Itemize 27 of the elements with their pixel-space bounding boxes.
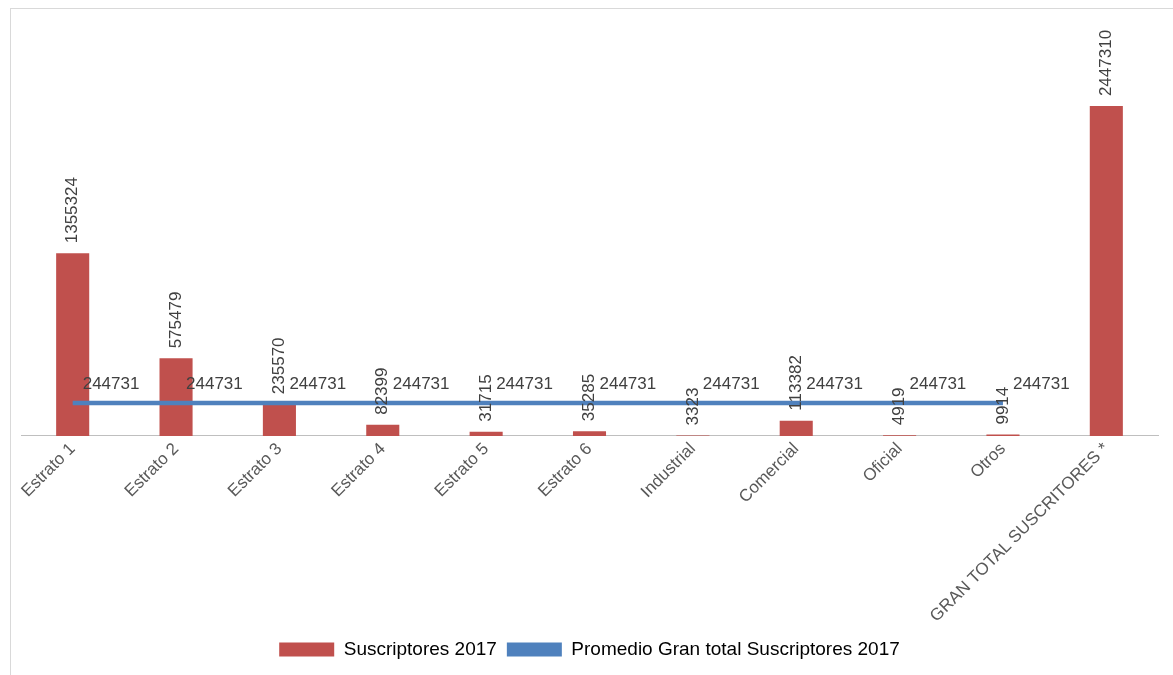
data-label: 9914 xyxy=(992,386,1012,425)
data-label: 113382 xyxy=(785,355,805,411)
data-label: 4919 xyxy=(889,387,909,426)
data-label: 244731 xyxy=(496,374,553,394)
data-label: 31715 xyxy=(475,374,495,422)
bar xyxy=(262,404,296,436)
bar xyxy=(572,431,607,436)
bar xyxy=(469,431,503,436)
bar xyxy=(1089,106,1123,436)
legend-label: Promedio Gran total Suscriptores 2017 xyxy=(571,637,900,659)
data-label: 244731 xyxy=(909,374,967,394)
legend-label: Suscriptores 2017 xyxy=(343,637,497,659)
bar xyxy=(366,424,400,436)
data-label: 82399 xyxy=(372,367,392,415)
data-label: 244731 xyxy=(289,374,347,394)
data-label: 35285 xyxy=(579,373,599,422)
data-label: 575479 xyxy=(165,291,185,349)
data-label: 235570 xyxy=(269,337,289,395)
data-label: 3323 xyxy=(682,387,702,426)
data-label: 244731 xyxy=(1012,374,1070,394)
data-label: 2447310 xyxy=(1096,29,1116,97)
data-label: 244731 xyxy=(806,374,863,394)
data-label: 244731 xyxy=(599,374,657,394)
data-label: 244731 xyxy=(702,374,760,394)
data-label: 244731 xyxy=(392,374,450,394)
bar xyxy=(779,420,813,436)
data-label: 1355324 xyxy=(62,177,82,244)
